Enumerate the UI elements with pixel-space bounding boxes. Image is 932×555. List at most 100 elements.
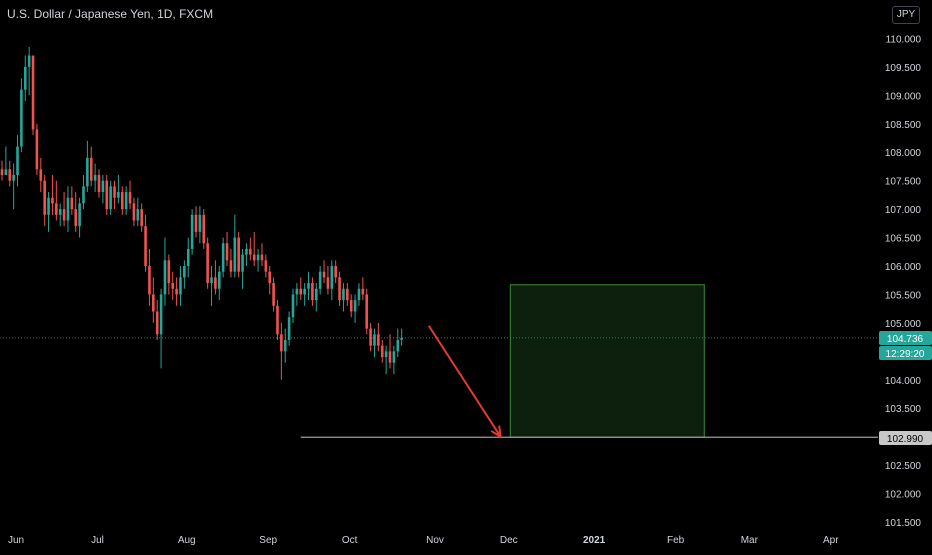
y-tick-label: 109.000 (885, 91, 922, 102)
y-tick-label: 104.000 (885, 376, 922, 387)
forecast-arrow[interactable] (427, 325, 502, 439)
candle-body (318, 271, 322, 289)
candle-body (210, 277, 213, 284)
candle-body (120, 192, 124, 210)
y-tick-label: 110.000 (886, 34, 922, 45)
candle-body (373, 334, 376, 346)
y-tick-label: 108.500 (885, 120, 922, 131)
candle-body (303, 288, 306, 295)
candle-body (330, 266, 334, 289)
x-axis[interactable]: Jun Jul Aug Sep Oct Nov Dec 2021 Feb Mar Apr (8, 535, 839, 546)
candle-body (299, 288, 303, 295)
target-zone-box[interactable] (509, 284, 705, 438)
x-tick-label: Jul (91, 535, 104, 546)
candle-body (264, 260, 268, 272)
x-tick-label: Dec (500, 535, 518, 546)
candle-body (155, 311, 159, 335)
candle-body (128, 192, 132, 204)
candle-body (198, 214, 202, 232)
candle-body (89, 157, 93, 181)
candle-body (287, 317, 291, 340)
candle-body (58, 209, 62, 215)
y-tick-label: 102.500 (885, 461, 922, 472)
candle-body (132, 203, 136, 221)
y-tick-label: 106.000 (885, 262, 922, 273)
candle-body (78, 203, 81, 227)
candle-body (353, 300, 357, 312)
target-price-tag-text: 102.990 (887, 434, 924, 445)
candle-body (311, 283, 314, 301)
candle-body (20, 89, 23, 147)
candle-body (12, 174, 15, 181)
y-tick-label: 107.000 (885, 205, 922, 216)
candle-body (388, 351, 392, 363)
candle-body (186, 248, 190, 266)
candle-body (221, 243, 225, 272)
candle-body (23, 66, 27, 90)
candle-body (291, 294, 295, 318)
candle-body (113, 186, 116, 198)
candle-body (35, 129, 39, 170)
candle-body (260, 254, 264, 261)
candle-body (163, 260, 167, 295)
candle-body (225, 243, 229, 261)
candle-body (365, 294, 369, 329)
y-tick-label: 101.500 (885, 518, 922, 529)
candle-body (105, 180, 109, 210)
candle-body (268, 271, 272, 284)
candle-body (47, 197, 50, 215)
candle-body (369, 328, 372, 346)
candle-body (272, 283, 275, 306)
currency-badge[interactable]: JPY (892, 6, 920, 24)
candle-body (295, 288, 299, 295)
candle-body (148, 266, 151, 295)
candle-body (202, 214, 206, 244)
candle-body (283, 339, 287, 352)
candle-body (159, 294, 163, 335)
candle-body (400, 337, 403, 340)
candle-body (70, 197, 74, 210)
candle-body (43, 180, 46, 215)
candle-body (109, 186, 112, 210)
candle-body (74, 209, 78, 227)
candle-body (101, 180, 105, 193)
candle-body (167, 260, 171, 284)
x-tick-label: Apr (823, 535, 839, 546)
candle-body (62, 209, 66, 221)
x-tick-label: Feb (667, 535, 685, 546)
candle-body (241, 254, 244, 272)
candle-body (144, 226, 147, 266)
candle-body (190, 214, 194, 249)
candle-body (229, 260, 233, 272)
candle-body (349, 300, 353, 312)
y-tick-label: 105.500 (885, 290, 922, 301)
y-tick-label: 106.500 (885, 234, 922, 245)
candle-body (140, 209, 143, 227)
candle-body (249, 248, 252, 255)
candle-body (346, 288, 349, 301)
target-price-tag (879, 431, 932, 445)
y-tick-label: 103.500 (885, 404, 922, 415)
candle-body (31, 55, 35, 130)
candle-body (175, 288, 178, 295)
candle-body (39, 169, 43, 181)
candle-body (117, 192, 120, 198)
last-price-tag-text: 104.736 (887, 334, 924, 345)
candle-body (86, 157, 89, 187)
candle-body (334, 266, 337, 278)
candle-body (194, 214, 198, 232)
x-tick-label: Mar (741, 535, 759, 546)
x-tick-label: 2021 (583, 535, 606, 546)
candle-body (4, 169, 8, 175)
y-tick-label: 109.500 (885, 63, 922, 74)
candle-body (233, 237, 237, 272)
countdown-tag (879, 346, 932, 360)
x-tick-label: Sep (259, 535, 277, 546)
candle-body (338, 277, 341, 301)
candle-body (97, 174, 101, 193)
candle-body (314, 288, 318, 301)
candle-body (276, 305, 279, 335)
x-tick-label: Nov (426, 535, 444, 546)
